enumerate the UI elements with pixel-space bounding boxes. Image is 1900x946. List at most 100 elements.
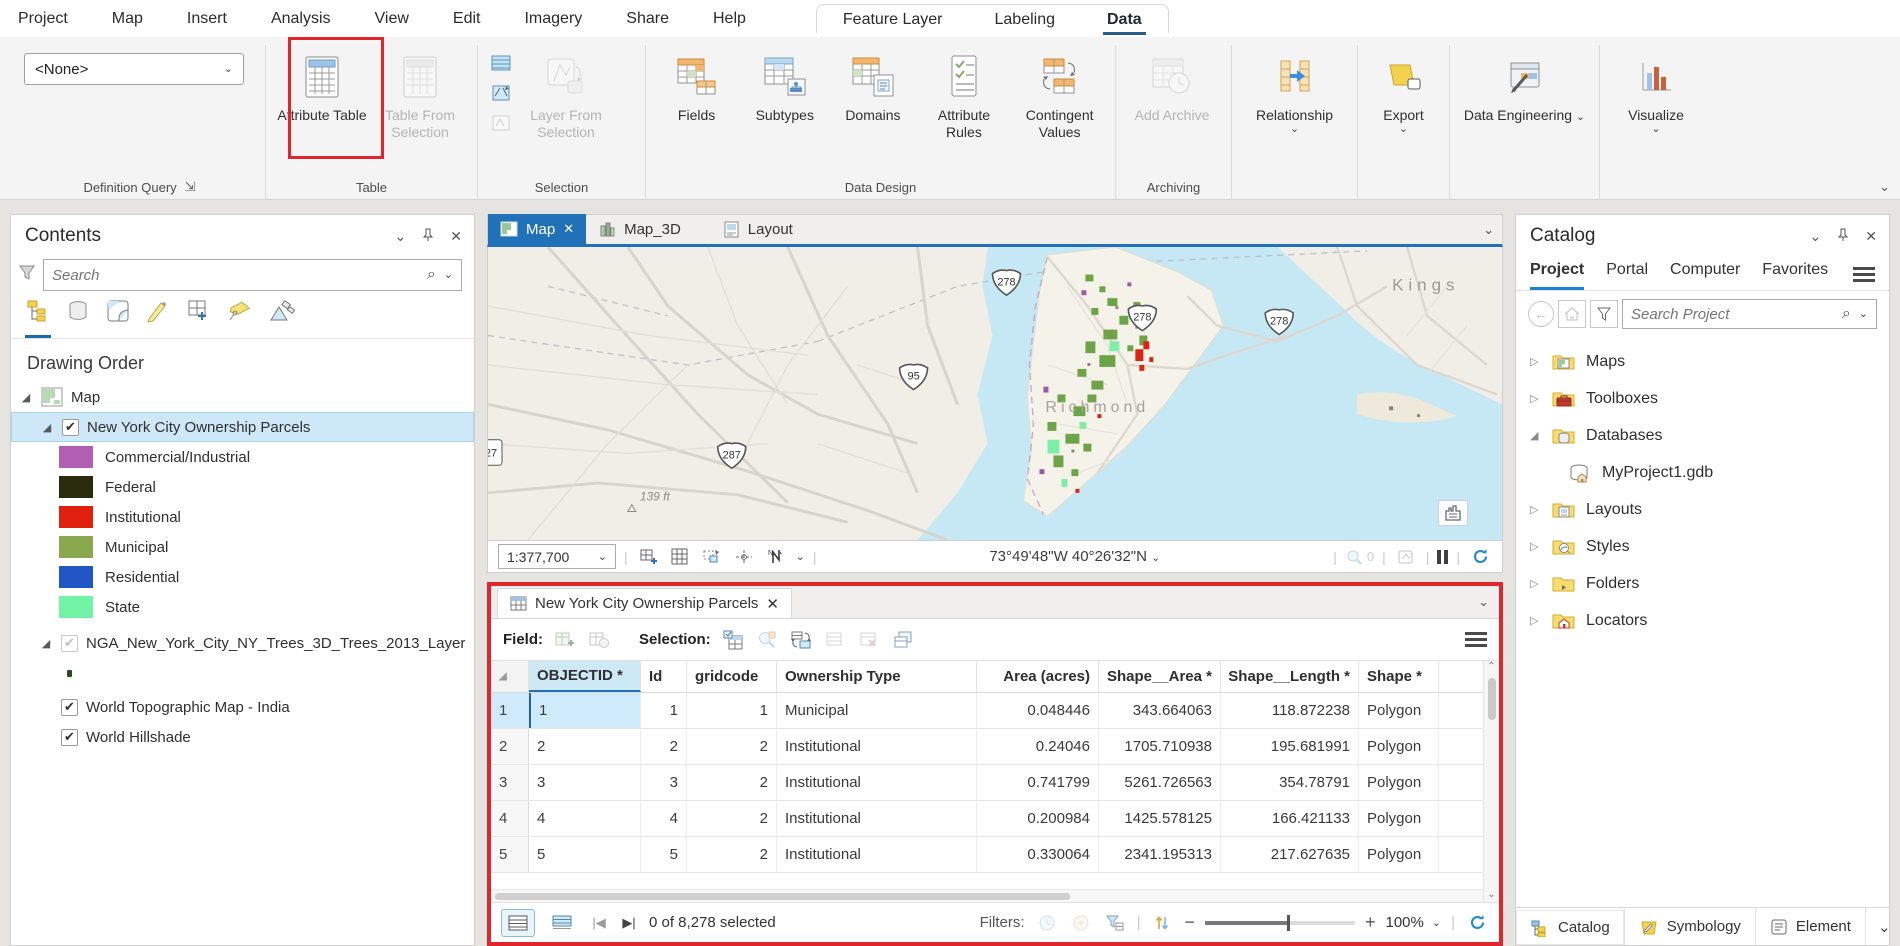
pin-icon[interactable] [1837,228,1849,245]
tree-item-world-hillshade[interactable]: ✔ World Hillshade [11,722,474,752]
expander-icon[interactable]: ▷ [1530,356,1539,368]
add-archive-button[interactable]: Add Archive [1126,45,1218,124]
coordinates-readout[interactable]: 73°49'48"W 40°26'32"N ⌄ [989,548,1161,565]
range-filter-icon[interactable] [1069,912,1093,934]
table-view-button[interactable] [501,908,535,937]
calculate-field-icon[interactable] [587,629,611,651]
tab-labeling[interactable]: Labeling [994,11,1056,28]
column-header-area[interactable]: Area (acres) [977,661,1099,692]
zoom-slider[interactable] [1204,914,1355,931]
layer-from-selection-button[interactable]: Layer From Selection [520,45,612,141]
column-header-shape[interactable]: Shape * [1359,661,1439,692]
vertical-scrollbar[interactable]: ⌃ ⌄ [1483,661,1499,902]
tab-computer[interactable]: Computer [1670,261,1741,278]
menu-insert[interactable]: Insert [186,9,227,27]
menu-edit[interactable]: Edit [452,9,481,27]
chevron-down-icon[interactable]: ⌄ [1809,227,1822,244]
catalog-item-myproject-gdb[interactable]: MyProject1.gdb [1516,454,1889,491]
catalog-item-toolboxes[interactable]: ▷ Toolboxes [1530,389,1659,407]
expander-icon[interactable]: ◢ [21,391,31,404]
tab-favorites[interactable]: Favorites [1762,261,1829,278]
snap-selection-icon[interactable] [700,548,724,566]
fields-button[interactable]: Fields [656,45,737,124]
chevron-down-icon[interactable]: ⌄ [1483,222,1494,237]
column-header-shape-length[interactable]: Shape__Length * [1221,661,1359,692]
pause-drawing-icon[interactable] [1437,549,1449,564]
catalog-item-layouts[interactable]: ▷ Layouts [1530,500,1643,518]
tree-item-nyc-parcels[interactable]: ◢ ✔ New York City Ownership Parcels [11,412,474,442]
domains-button[interactable]: Domains [832,45,913,124]
expander-icon[interactable]: ▷ [1530,541,1539,553]
chevron-down-icon[interactable]: ⌄ [1858,308,1868,320]
scale-select[interactable]: 1:377,700 ⌄ [498,544,616,569]
tab-data-sources[interactable] [65,299,91,338]
subtypes-button[interactable]: Subtypes [743,45,826,124]
table-row[interactable]: 5 5 5 2 Institutional 0.330064 2341.195313 217.… [491,837,1483,873]
select-rows-icon[interactable] [488,51,514,75]
tab-map3d-view[interactable]: Map_3D [586,214,693,244]
tab-drawing-order[interactable] [25,299,51,338]
tab-labeling-view[interactable] [225,299,253,338]
menu-share[interactable]: Share [626,9,669,27]
close-icon[interactable]: ✕ [450,227,462,244]
catalog-menu-icon[interactable] [1853,267,1875,290]
north-arrow-icon[interactable]: N [764,547,788,567]
collapse-ribbon-icon[interactable]: ⌄ [1879,179,1890,194]
bottom-tab-catalog[interactable]: Catalog [1516,908,1625,945]
attribute-rules-button[interactable]: Attribute Rules [920,45,1009,141]
layer-checkbox[interactable]: ✔ [61,728,78,746]
data-engineering-button[interactable]: Data Engineering ⌄ [1460,45,1589,124]
catalog-item-styles[interactable]: ▷ Styles [1530,537,1630,555]
expander-icon[interactable]: ▷ [1530,578,1539,590]
row-selector-header[interactable]: ◢ [491,661,529,692]
grid-icon[interactable] [668,548,692,565]
export-button[interactable]: Export ⌄ [1368,45,1439,135]
tab-project[interactable]: Project [1530,261,1585,290]
menu-map[interactable]: Map [111,9,143,27]
last-record-icon[interactable]: ▶| [622,914,636,930]
chevron-down-icon[interactable]: ⌄ [795,550,805,563]
horizontal-scrollbar[interactable] [491,889,1483,902]
layer-checkbox[interactable]: ✔ [61,698,78,716]
tree-item-map[interactable]: ◢ Map [11,382,474,412]
expander-icon[interactable]: ◢ [42,421,52,434]
table-row[interactable]: 3 3 3 2 Institutional 0.741799 5261.726563 354.… [491,765,1483,801]
time-filter-icon[interactable] [1035,912,1059,934]
menu-analysis[interactable]: Analysis [270,9,331,27]
column-header-ownership-type[interactable]: Ownership Type [777,661,977,692]
expander-icon[interactable]: ◢ [1530,430,1539,442]
tree-item-world-topo[interactable]: ✔ World Topographic Map - India [11,692,474,722]
catalog-search-input[interactable] [1631,305,1834,323]
refresh-icon[interactable] [1465,913,1489,932]
catalog-item-databases[interactable]: ◢ Databases [1530,426,1663,444]
bottom-tab-element[interactable]: Element [1756,908,1866,945]
filter-icon[interactable] [1590,300,1618,328]
clear-selection-icon[interactable] [823,629,847,651]
zoom-in-icon[interactable]: + [1364,912,1376,932]
tab-snapping-view[interactable] [185,299,211,338]
tab-charts-view[interactable] [267,299,297,338]
close-icon[interactable]: ✕ [1865,227,1877,244]
layer-checkbox[interactable]: ✔ [62,418,79,436]
refresh-icon[interactable] [1468,547,1492,566]
table-row[interactable]: 2 2 2 2 Institutional 0.24046 1705.710938 195.6… [491,729,1483,765]
sort-icon[interactable] [1150,912,1174,934]
menu-imagery[interactable]: Imagery [524,9,583,27]
chevron-down-icon[interactable]: ⌄ [443,269,453,281]
delete-selection-icon[interactable] [857,629,881,651]
zoom-percent[interactable]: 100% ⌄ [1385,914,1442,931]
bottom-tab-symbology[interactable]: Symbology [1625,908,1756,945]
tab-data[interactable]: Data [1103,11,1146,35]
tab-portal[interactable]: Portal [1606,261,1649,278]
chevron-down-icon[interactable]: ⌄ [1478,594,1489,609]
select-by-attributes-icon[interactable] [721,629,745,651]
contingent-values-button[interactable]: Contingent Values [1014,45,1105,141]
search-icon[interactable]: ⌕ [426,266,436,283]
column-header-shape-area[interactable]: Shape__Area * [1099,661,1221,692]
close-icon[interactable]: ✕ [563,221,575,236]
switch-selection-icon[interactable] [789,629,813,651]
clear-selection-icon[interactable] [488,111,514,135]
switch-selection-icon[interactable] [488,81,514,105]
column-header-gridcode[interactable]: gridcode [687,661,777,692]
pin-icon[interactable] [422,228,434,245]
